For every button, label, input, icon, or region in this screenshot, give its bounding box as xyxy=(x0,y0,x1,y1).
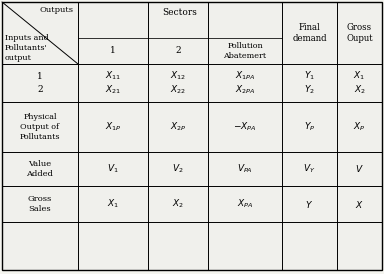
Text: $X_2$: $X_2$ xyxy=(354,84,366,96)
Text: $Y_1$: $Y_1$ xyxy=(304,70,315,82)
Text: $X_{21}$: $X_{21}$ xyxy=(105,84,121,96)
Text: $V_{PA}$: $V_{PA}$ xyxy=(237,163,253,175)
Text: $X_{1P}$: $X_{1P}$ xyxy=(105,121,121,133)
Text: Gross
Sales: Gross Sales xyxy=(28,195,52,213)
Text: $X_{12}$: $X_{12}$ xyxy=(170,70,186,82)
Text: Inputs and
Pollutants'
output: Inputs and Pollutants' output xyxy=(5,35,49,62)
Text: 1: 1 xyxy=(37,72,43,81)
Text: Physical
Output of
Pollutants: Physical Output of Pollutants xyxy=(20,113,60,141)
Text: $Y_2$: $Y_2$ xyxy=(304,84,315,96)
Text: 2: 2 xyxy=(37,85,43,94)
Text: Outputs: Outputs xyxy=(40,6,74,14)
Text: $Y_P$: $Y_P$ xyxy=(304,121,315,133)
Text: $X_{11}$: $X_{11}$ xyxy=(105,70,121,82)
Text: 1: 1 xyxy=(110,47,116,55)
Text: $-X_{PA}$: $-X_{PA}$ xyxy=(233,121,257,133)
Text: $X_P$: $X_P$ xyxy=(353,121,366,133)
Text: $X_{PA}$: $X_{PA}$ xyxy=(237,198,253,210)
Text: Pollution
Abatemert: Pollution Abatemert xyxy=(223,42,266,59)
Text: 2: 2 xyxy=(175,47,181,55)
Text: $X_1$: $X_1$ xyxy=(107,198,119,210)
Text: Gross
Ouput: Gross Ouput xyxy=(346,23,373,43)
Text: $V$: $V$ xyxy=(355,164,364,175)
Text: $V_1$: $V_1$ xyxy=(107,163,119,175)
Text: Final
demand: Final demand xyxy=(292,23,327,43)
Text: $V_2$: $V_2$ xyxy=(172,163,184,175)
Text: $X_{2P}$: $X_{2P}$ xyxy=(170,121,186,133)
Text: $X_1$: $X_1$ xyxy=(353,70,366,82)
Text: $Y$: $Y$ xyxy=(305,198,314,210)
Text: Value
Added: Value Added xyxy=(26,160,53,178)
Text: $X_{22}$: $X_{22}$ xyxy=(170,84,186,96)
Text: $X_{2PA}$: $X_{2PA}$ xyxy=(235,84,255,96)
Text: $X_2$: $X_2$ xyxy=(172,198,184,210)
Text: $X$: $X$ xyxy=(355,198,364,210)
Text: $V_Y$: $V_Y$ xyxy=(303,163,316,175)
Text: Sectors: Sectors xyxy=(162,8,197,17)
Text: $X_{1PA}$: $X_{1PA}$ xyxy=(235,70,255,82)
